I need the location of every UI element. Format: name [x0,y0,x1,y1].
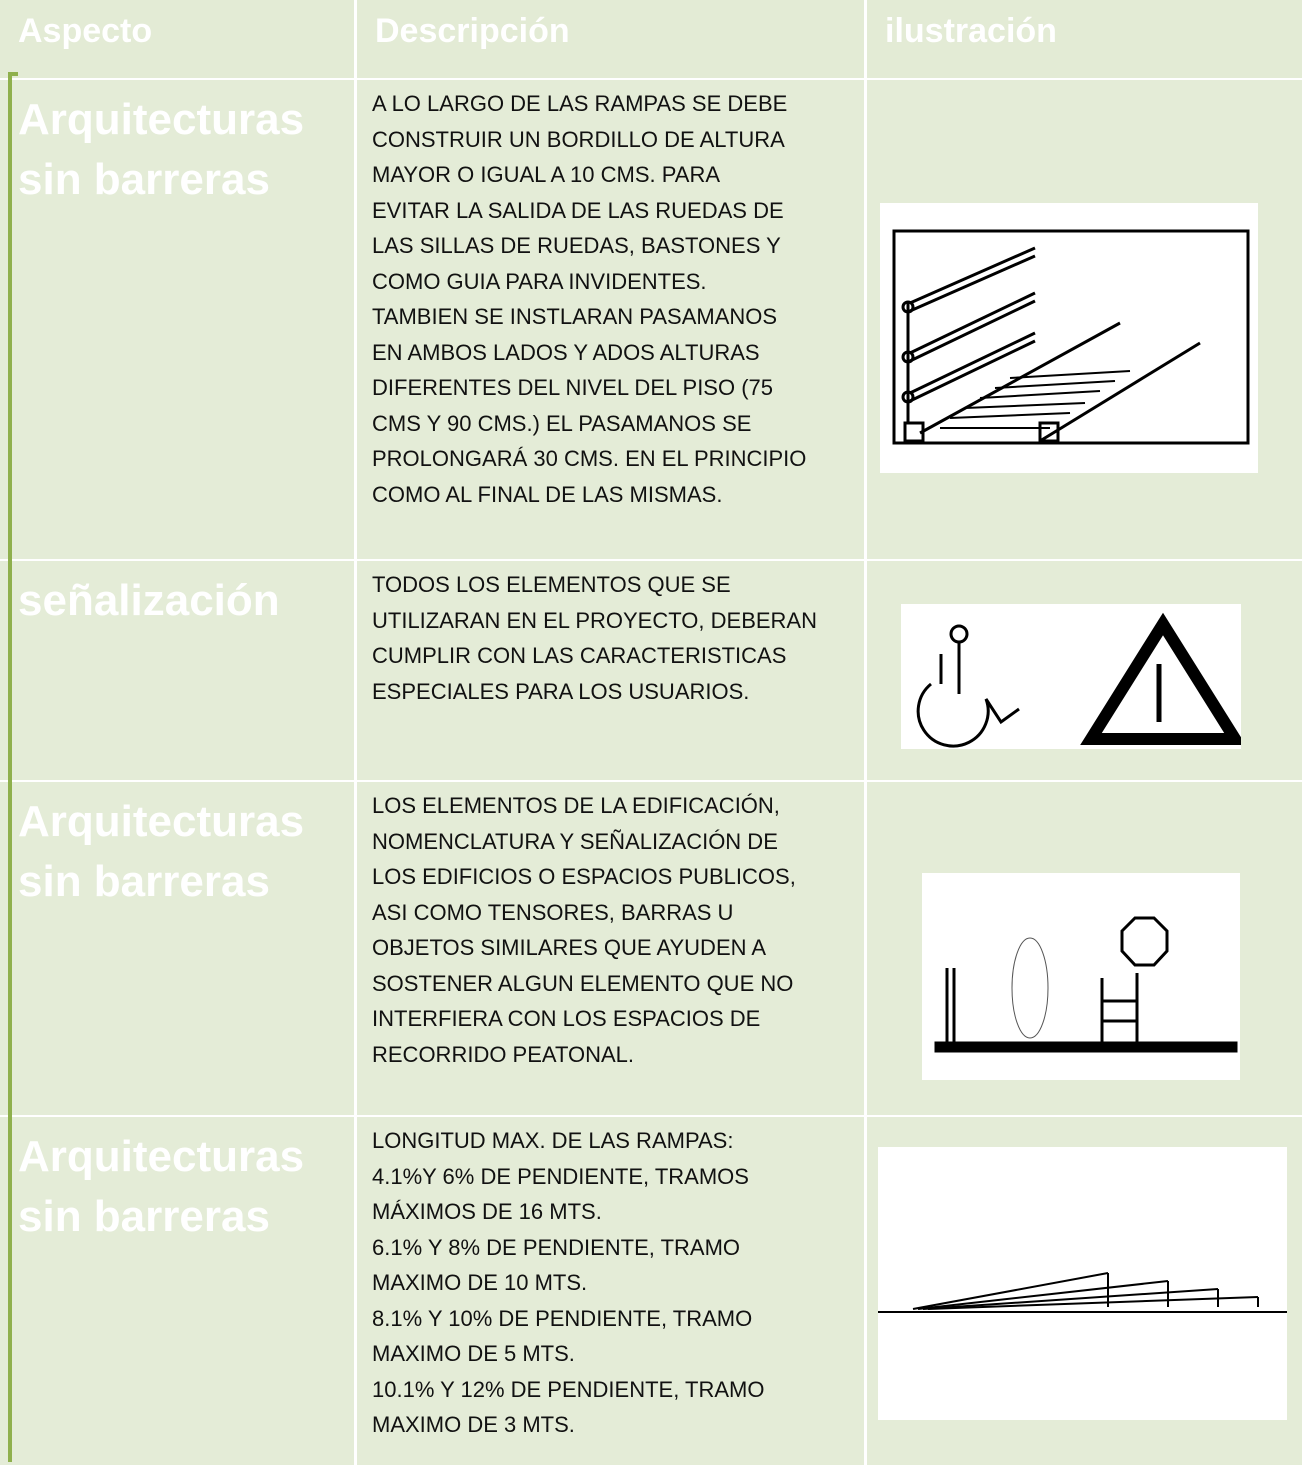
description-line: INTERFIERA CON LOS ESPACIOS DE [372,1006,761,1031]
description-line: CUMPLIR CON LAS CARACTERISTICAS [372,643,787,668]
description-cell: LONGITUD MAX. DE LAS RAMPAS: 4.1%Y 6% DE … [357,1117,864,1465]
slope-illustration [878,1147,1287,1420]
description-cell: TODOS LOS ELEMENTOS QUE SE UTILIZARAN EN … [357,561,864,780]
aspect-cell: Arquitecturas sin barreras [0,782,354,1115]
description-line: TODOS LOS ELEMENTOS QUE SE [372,572,731,597]
description-line: A LO LARGO DE LAS RAMPAS SE DEBE [372,91,788,116]
description-line: COMO GUIA PARA INVIDENTES. [372,268,707,294]
description-line: OBJETOS SIMILARES QUE AYUDEN A [372,935,767,960]
description-line: 10.1% Y 12% DE PENDIENTE, TRAMO [372,1376,765,1402]
description-line: 6.1% Y 8% DE PENDIENTE, TRAMO [372,1234,741,1260]
description-line: MAXIMO DE 10 MTS. [372,1270,588,1295]
left-border [8,72,18,1462]
description-line: TAMBIEN SE INSTLARAN PASAMANOS [372,304,778,329]
description-line: DIFERENTES DEL NIVEL DEL PISO (75 [372,375,774,400]
ramp-illustration [880,203,1258,473]
description-line: MAYOR O IGUAL A 10 CMS. PARA [372,162,721,187]
description-line: MAXIMO DE 3 MTS. [372,1412,575,1437]
description-line: ASI COMO TENSORES, BARRAS U [372,899,734,925]
description-cell: LOS ELEMENTOS DE LA EDIFICACIÓN, NOMENCLA… [357,782,864,1115]
description-line: RECORRIDO PEATONAL. [372,1041,635,1067]
header-cell: Descripción [357,0,864,78]
description-line: 4.1%Y 6% DE PENDIENTE, TRAMOS [372,1163,749,1189]
description-line: ESPECIALES PARA LOS USUARIOS. [372,678,750,704]
description-line: UTILIZARAN EN EL PROYECTO, DEBERAN [372,607,817,633]
aspect-line: señalización [18,576,280,625]
aspect-cell: Arquitecturas sin barreras [0,80,354,559]
description-line: LOS EDIFICIOS O ESPACIOS PUBLICOS, [372,864,796,889]
description-line: CMS Y 90 CMS.) EL PASAMANOS SE [372,410,752,436]
aspect-line: Arquitecturas [18,95,305,144]
header-cell: ilustración [867,0,1302,78]
obstacles-illustration [922,873,1240,1080]
description-line: COMO AL FINAL DE LAS MISMAS. [372,481,723,507]
description-line: LONGITUD MAX. DE LAS RAMPAS: [372,1128,734,1153]
description-line: EN AMBOS LADOS Y ADOS ALTURAS [372,339,760,365]
aspect-line: sin barreras [18,1192,270,1241]
description-line: CONSTRUIR UN BORDILLO DE ALTURA [372,126,785,152]
description-line: LOS ELEMENTOS DE LA EDIFICACIÓN, [372,793,780,818]
aspect-line: sin barreras [18,155,270,204]
description-cell: A LO LARGO DE LAS RAMPAS SE DEBE CONSTRUI… [357,80,864,559]
description-line: MAXIMO DE 5 MTS. [372,1341,575,1366]
description-line: 8.1% Y 10% DE PENDIENTE, TRAMO [372,1305,753,1331]
description-line: NOMENCLATURA Y SEÑALIZACIÓN DE [372,828,778,854]
aspect-line: Arquitecturas [18,1132,305,1181]
signage-illustration [901,604,1246,749]
header-cell: Aspecto [0,0,354,78]
aspect-line: Arquitecturas [18,797,305,846]
aspect-cell: Arquitecturas sin barreras [0,1117,354,1465]
description-line: LAS SILLAS DE RUEDAS, BASTONES Y [372,233,781,258]
aspect-line: sin barreras [18,857,270,906]
description-line: EVITAR LA SALIDA DE LAS RUEDAS DE [372,197,784,223]
description-line: MÁXIMOS DE 16 MTS. [372,1199,602,1224]
description-line: PROLONGARÁ 30 CMS. EN EL PRINCIPIO [372,446,807,471]
aspect-cell: señalización [0,561,354,780]
description-line: SOSTENER ALGUN ELEMENTO QUE NO [372,970,794,996]
